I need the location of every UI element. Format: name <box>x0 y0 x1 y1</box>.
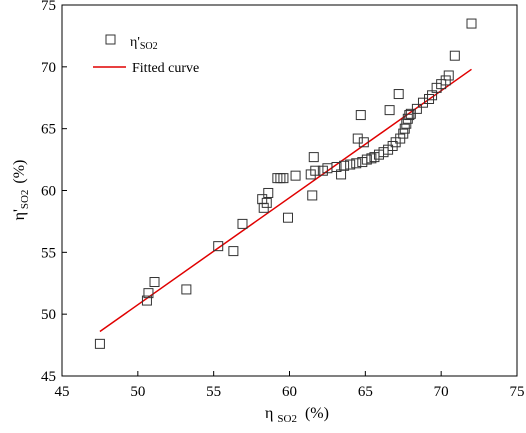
y-axis-label-main: η' <box>11 209 28 220</box>
plot-frame <box>61 4 518 377</box>
x-axis-label-sub: SO2 <box>277 413 297 425</box>
y-axis-label: η'SO2 (%) <box>11 160 31 221</box>
x-axis-label-unit: (%) <box>305 405 329 422</box>
data-point <box>263 187 274 198</box>
y-tick-label: 45 <box>41 369 56 385</box>
data-point <box>443 70 454 81</box>
y-axis-label-sub: SO2 <box>19 190 31 210</box>
data-point <box>278 173 289 184</box>
y-tick-label: 65 <box>41 122 56 138</box>
x-tick-label: 75 <box>510 384 525 400</box>
fit-layer <box>99 68 472 333</box>
x-tick-label: 45 <box>55 384 70 400</box>
x-axis-label-main: η <box>265 405 273 422</box>
x-axis: 45 50 55 60 65 70 75 <box>55 371 525 400</box>
data-point <box>424 93 435 104</box>
x-tick-label: 65 <box>358 384 373 400</box>
y-tick-label: 70 <box>41 60 56 76</box>
data-point <box>94 338 105 349</box>
x-tick-label: 50 <box>130 384 145 400</box>
legend: η'SO2 Fitted curve <box>93 34 199 76</box>
data-point <box>213 241 224 252</box>
x-tick-label: 70 <box>434 384 449 400</box>
y-tick-label: 60 <box>41 184 56 200</box>
data-point <box>322 163 333 174</box>
data-point <box>466 18 477 29</box>
data-point <box>307 190 318 201</box>
data-point <box>345 159 356 170</box>
data-point <box>261 197 272 208</box>
data-point <box>366 153 377 164</box>
y-tick-label: 75 <box>41 0 56 14</box>
x-tick-label: 60 <box>282 384 297 400</box>
x-tick-label: 55 <box>206 384 221 400</box>
data-point <box>384 105 395 116</box>
data-point <box>237 218 248 229</box>
data-points <box>94 18 477 349</box>
fitted-curve-line <box>99 68 472 333</box>
y-tick-label: 50 <box>41 307 56 323</box>
data-point <box>411 103 422 114</box>
y-tick-label: 55 <box>41 245 56 261</box>
data-point <box>404 110 415 121</box>
y-axis-label-unit: (%) <box>11 160 28 184</box>
legend-scatter-marker <box>105 34 116 45</box>
data-point <box>387 140 398 151</box>
legend-fit-label: Fitted curve <box>132 61 199 76</box>
data-point <box>417 97 428 108</box>
data-point <box>336 169 347 180</box>
data-point <box>358 137 369 148</box>
legend-scatter-label: η'SO2 <box>130 35 158 52</box>
y-axis: 45 50 55 60 65 70 75 <box>41 0 67 385</box>
data-point <box>143 288 154 299</box>
data-point <box>228 246 239 257</box>
x-axis-label: η SO2 (%) <box>265 405 329 425</box>
data-point <box>339 160 350 171</box>
data-point <box>149 277 160 288</box>
legend-scatter-main: η' <box>130 35 140 50</box>
data-point <box>282 212 293 223</box>
data-point <box>352 133 363 144</box>
data-point <box>141 295 152 306</box>
data-point <box>181 284 192 295</box>
data-point <box>310 165 321 176</box>
data-point <box>449 50 460 61</box>
data-point <box>393 89 404 100</box>
legend-scatter-sub: SO2 <box>140 41 158 52</box>
data-point <box>355 110 366 121</box>
data-point <box>290 170 301 181</box>
data-point <box>308 152 319 163</box>
data-point <box>351 158 362 169</box>
